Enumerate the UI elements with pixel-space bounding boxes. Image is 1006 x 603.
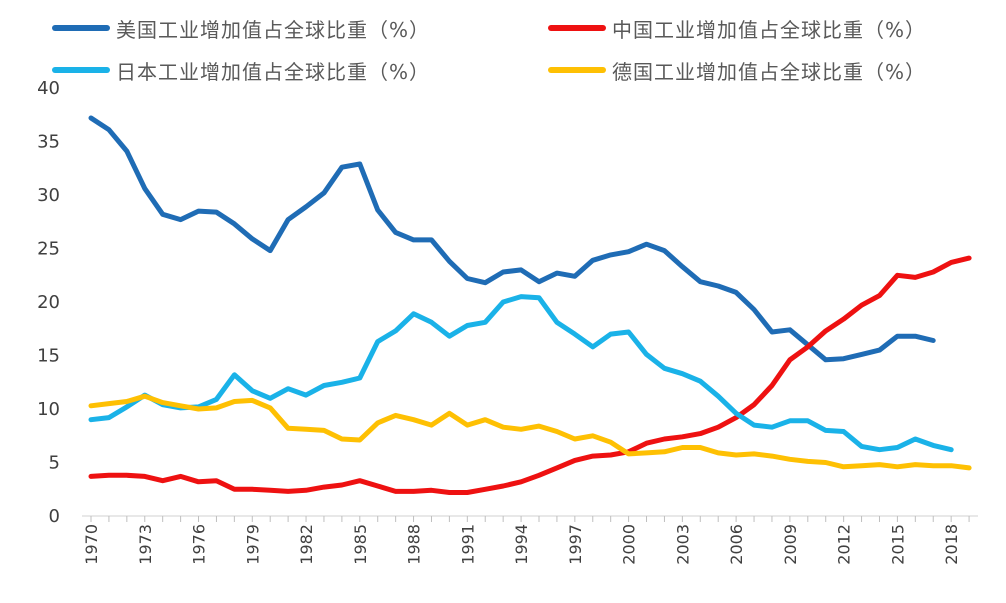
legend-item-china: 中国工业增加值占全球比重（%） xyxy=(548,14,926,42)
y-tick-label: 15 xyxy=(37,346,60,367)
x-tick-label: 1982 xyxy=(297,524,316,565)
legend-item-us: 美国工业增加值占全球比重（%） xyxy=(52,14,430,42)
legend-label-china: 中国工业增加值占全球比重（%） xyxy=(612,17,927,42)
x-tick-label: 1970 xyxy=(82,524,101,565)
x-tick-label: 1979 xyxy=(243,524,262,565)
us-series-line xyxy=(88,115,936,363)
y-tick-label: 30 xyxy=(37,185,60,206)
legend-label-japan: 日本工业增加值占全球比重（%） xyxy=(116,59,431,84)
china-series-line xyxy=(88,255,972,495)
y-tick-label: 35 xyxy=(37,132,60,153)
y-axis: 0 5 10 15 20 25 30 35 40 xyxy=(37,78,60,527)
x-tick-label: 2015 xyxy=(888,524,907,565)
y-tick-label: 5 xyxy=(49,453,60,474)
x-tick-label: 1997 xyxy=(566,524,585,565)
x-tick-label: 2006 xyxy=(727,524,746,565)
legend: 美国工业增加值占全球比重（%） 中国工业增加值占全球比重（%） 日本工业增加值占… xyxy=(0,0,1006,90)
x-tick-label: 1985 xyxy=(351,524,370,565)
legend-label-germany: 德国工业增加值占全球比重（%） xyxy=(612,59,927,84)
y-tick-label: 20 xyxy=(37,292,60,313)
legend-item-japan: 日本工业增加值占全球比重（%） xyxy=(52,56,430,84)
legend-swatch-japan xyxy=(52,67,110,73)
x-tick-label: 1994 xyxy=(512,524,531,565)
germany-series-line xyxy=(88,393,972,471)
x-tick-label: 1976 xyxy=(190,524,209,565)
legend-swatch-us xyxy=(52,25,110,31)
x-tick-label: 2009 xyxy=(781,524,800,565)
x-tick-label: 2003 xyxy=(673,524,692,565)
x-tick-label: 2012 xyxy=(835,524,854,565)
x-tick-label: 2000 xyxy=(620,524,639,565)
x-tick-label: 2018 xyxy=(942,524,961,565)
legend-label-us: 美国工业增加值占全球比重（%） xyxy=(116,17,431,42)
series-lines xyxy=(88,115,972,495)
y-tick-label: 0 xyxy=(49,506,60,527)
japan-series-line xyxy=(88,294,954,453)
x-tick-label: 1988 xyxy=(405,524,424,565)
y-tick-label: 25 xyxy=(37,239,60,260)
x-axis: 1970 1973 1976 1979 1982 1985 1988 1991 1994 1997… xyxy=(82,515,978,565)
y-tick-label: 10 xyxy=(37,399,60,420)
x-tick-label: 1991 xyxy=(458,524,477,565)
legend-swatch-germany xyxy=(548,67,606,73)
legend-swatch-china xyxy=(548,25,606,31)
y-tick-label: 40 xyxy=(37,78,60,99)
x-tick-label: 1973 xyxy=(136,524,155,565)
legend-item-germany: 德国工业增加值占全球比重（%） xyxy=(548,56,926,84)
